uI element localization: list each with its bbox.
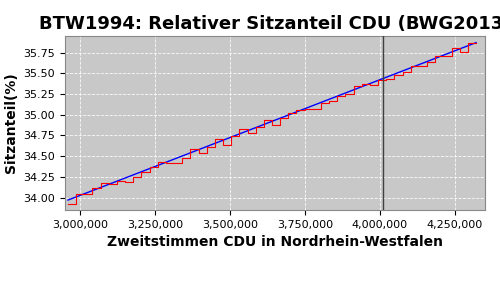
Y-axis label: Sitzanteil(%): Sitzanteil(%) xyxy=(4,73,18,173)
Title: BTW1994: Relativer Sitzanteil CDU (BWG2013): BTW1994: Relativer Sitzanteil CDU (BWG20… xyxy=(39,15,500,33)
X-axis label: Zweitstimmen CDU in Nordrhein-Westfalen: Zweitstimmen CDU in Nordrhein-Westfalen xyxy=(107,235,443,249)
